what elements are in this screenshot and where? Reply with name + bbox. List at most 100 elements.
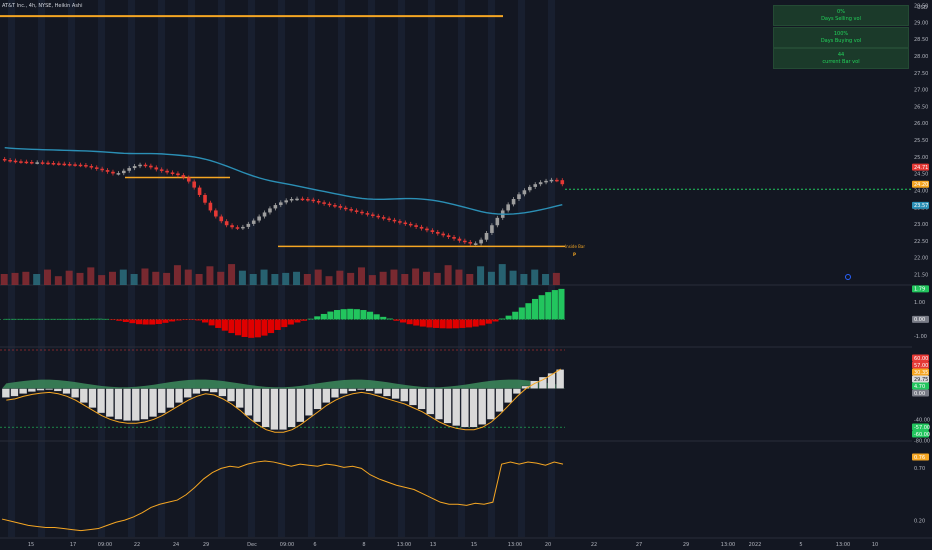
histogram-bar — [433, 319, 440, 328]
oscillator-bar — [183, 388, 192, 398]
candle-body — [111, 171, 115, 174]
osc2-tag-bg — [912, 368, 929, 376]
volume-bar — [98, 275, 106, 285]
osc2-tag: 30.35 — [914, 370, 928, 376]
days-buying-box: 100% Days Buying vol — [773, 27, 909, 48]
histogram-bar — [334, 310, 341, 320]
volume-bar — [163, 272, 171, 285]
osc2-tick-label: -80.00 — [914, 439, 930, 445]
candle-body — [343, 207, 348, 210]
histogram-bar — [518, 307, 525, 320]
candle-body — [143, 164, 148, 167]
histogram-bar — [268, 319, 275, 334]
candle-body — [403, 222, 408, 225]
histogram-bar — [215, 319, 222, 328]
oscillator-pane-1 — [0, 288, 565, 338]
price-tick-label: 26.00 — [914, 121, 928, 127]
oscillator-pane-2 — [0, 349, 565, 433]
session-band — [518, 0, 525, 537]
session-bands — [8, 0, 555, 537]
volume-bar — [282, 272, 290, 285]
candle-body — [132, 166, 137, 169]
candle-body — [273, 205, 278, 209]
histogram-bar — [17, 318, 24, 320]
histogram-bar — [413, 319, 420, 326]
session-band — [278, 0, 285, 537]
histogram-bar — [241, 319, 248, 337]
candle-body — [257, 216, 261, 221]
volume-bar — [325, 276, 333, 285]
oscillator-bar — [218, 388, 227, 397]
oscillator-bar — [356, 388, 365, 391]
osc1-tag-zero-bg — [912, 315, 929, 323]
candle-body — [278, 202, 283, 206]
oscillator-bar — [365, 388, 374, 392]
candle-body — [425, 228, 429, 231]
days-buying-value: 100% — [833, 31, 849, 37]
histogram-bar — [307, 318, 314, 320]
candle-body — [186, 177, 191, 182]
oscillator-bar — [547, 372, 556, 389]
histogram-bar — [327, 311, 334, 320]
histogram-bar — [538, 295, 545, 320]
alert-circle-icon[interactable] — [845, 274, 851, 280]
candle-body — [430, 230, 435, 232]
histogram-bar — [248, 319, 255, 338]
histogram-bar — [386, 318, 393, 320]
candle-body — [473, 243, 478, 245]
oscillator-bar — [460, 388, 469, 428]
histogram-bar — [195, 319, 202, 321]
price-tick-label: 25.50 — [914, 138, 928, 144]
osc2-tag-bg — [912, 423, 929, 431]
volume-bar — [271, 274, 279, 285]
candle-body — [327, 203, 332, 206]
candle-body — [94, 167, 99, 169]
oscillator-bar — [417, 388, 426, 410]
oscillator-bar — [97, 388, 106, 414]
volume-bar — [54, 276, 62, 285]
session-band — [308, 0, 315, 537]
candle-body — [371, 214, 375, 216]
histogram-bar — [419, 319, 426, 327]
candle-body — [463, 240, 467, 243]
oscillator-bar — [270, 388, 279, 430]
candle-body — [138, 164, 142, 167]
oscillator-bar — [175, 388, 184, 403]
current-bar-box: 44 current Bar vol — [773, 48, 909, 69]
oscillator-bar — [36, 388, 45, 391]
histogram-bar — [96, 318, 103, 320]
candle-body — [29, 162, 34, 164]
volume-bar — [206, 266, 214, 285]
candle-body — [549, 179, 554, 182]
osc1-tick-label: 1.00 — [914, 300, 925, 306]
time-tick-label: 10 — [872, 542, 878, 548]
candle-body — [408, 223, 413, 226]
candle-body — [360, 211, 364, 214]
histogram-bar — [63, 318, 70, 320]
oscillator-bar — [426, 388, 435, 415]
histogram-bar — [103, 318, 110, 320]
candle-body — [333, 205, 337, 207]
candle-body — [306, 199, 310, 201]
price-tick-label: 27.00 — [914, 88, 928, 94]
volume-bar — [22, 271, 30, 285]
days-selling-value: 0% — [837, 9, 845, 15]
candle-body — [203, 194, 207, 203]
osc2-tick-label: -40.00 — [914, 418, 930, 424]
price-tick-label: 23.00 — [914, 222, 928, 228]
volume-bar — [357, 267, 365, 285]
histogram-bar — [301, 319, 308, 321]
candle-body — [511, 199, 516, 205]
current-bar-value: 44 — [837, 52, 845, 58]
volume-bar — [33, 274, 41, 285]
osc2-tag: 4.70 — [914, 384, 925, 390]
histogram-bar — [182, 319, 189, 321]
osc1-tag-value: 1.79 — [914, 287, 925, 293]
osc3-tick-label: 0.20 — [914, 519, 925, 525]
price-tag-ma-bg — [912, 201, 929, 209]
histogram-bar — [89, 318, 96, 320]
candle-body — [19, 161, 23, 163]
candle-body — [338, 206, 343, 208]
oscillator-bar — [478, 388, 487, 425]
